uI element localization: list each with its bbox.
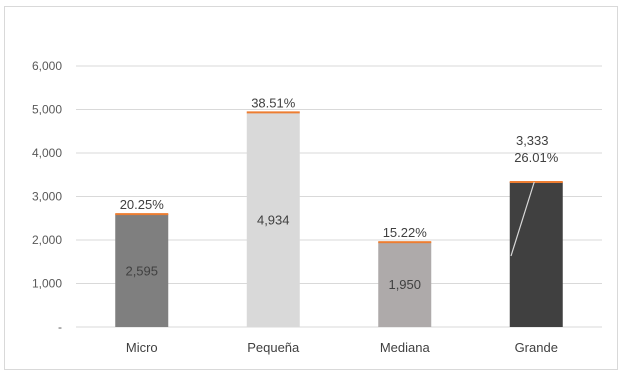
bar-grande	[509, 182, 563, 327]
bar-cap	[246, 111, 300, 114]
y-tick-label: 1,000	[32, 277, 62, 291]
bar-micro	[115, 214, 169, 327]
bar-mediana	[378, 242, 432, 327]
bar-pequeña	[246, 112, 300, 327]
x-tick-label: Pequeña	[247, 340, 300, 355]
y-tick-label: 5,000	[32, 103, 62, 117]
x-tick-label: Micro	[126, 340, 158, 355]
percent-label: 15.22%	[383, 225, 428, 240]
value-label: 2,595	[125, 264, 158, 279]
x-tick-label: Mediana	[380, 340, 431, 355]
bar-cap	[509, 181, 563, 184]
x-tick-label: Grande	[515, 340, 558, 355]
percent-label: 38.51%	[251, 95, 296, 110]
y-tick-label: 2,000	[32, 233, 62, 247]
y-tick-label: 4,000	[32, 146, 62, 160]
leader-line	[510, 181, 535, 257]
percent-label: 26.01%	[514, 150, 559, 165]
bar-cap	[115, 213, 169, 216]
value-label: 4,934	[257, 213, 290, 228]
percent-label: 20.25%	[120, 197, 165, 212]
y-tick-label: 3,000	[32, 190, 62, 204]
y-tick-label: 6,000	[32, 59, 62, 73]
bar-cap	[378, 241, 432, 244]
value-label: 1,950	[388, 277, 421, 292]
y-tick-label: -	[58, 320, 62, 334]
value-label: 3,333	[516, 133, 549, 148]
